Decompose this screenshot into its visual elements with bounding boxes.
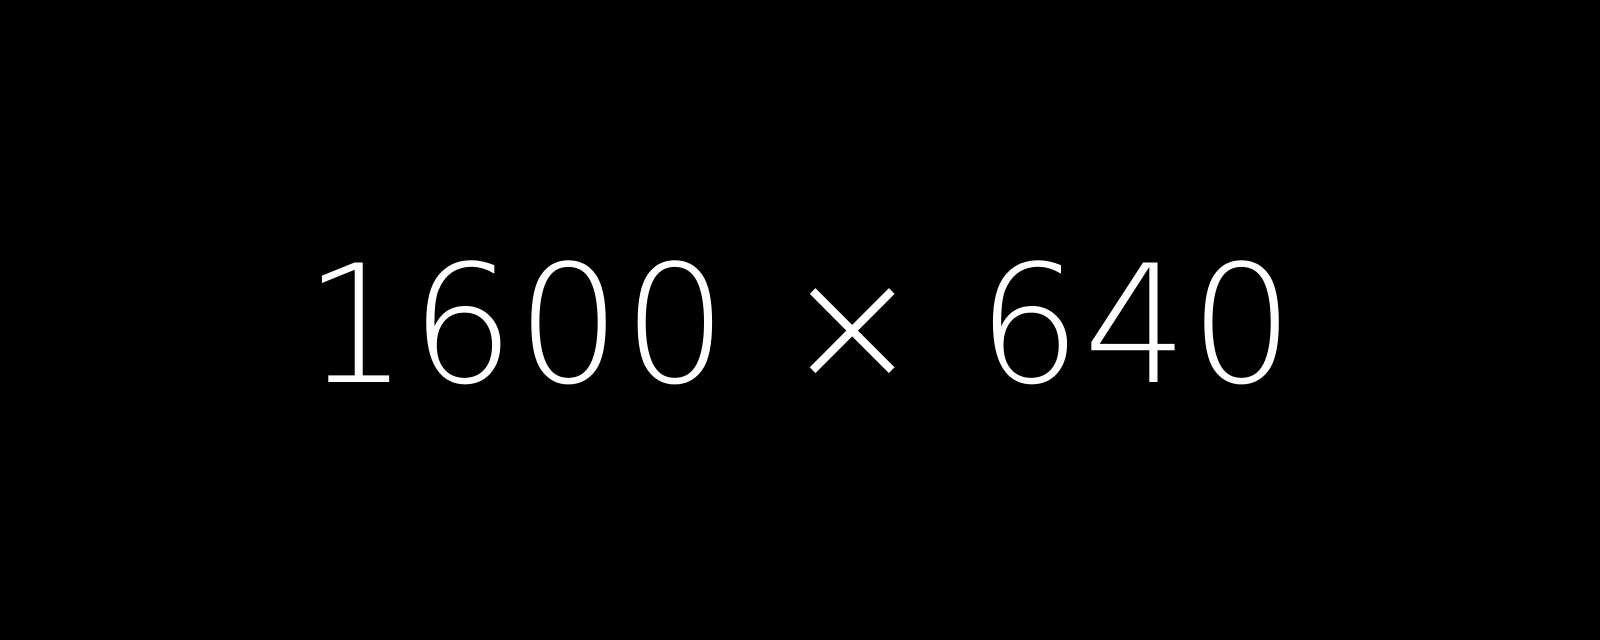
dimension-label: 1600 × 640: [303, 230, 1297, 421]
